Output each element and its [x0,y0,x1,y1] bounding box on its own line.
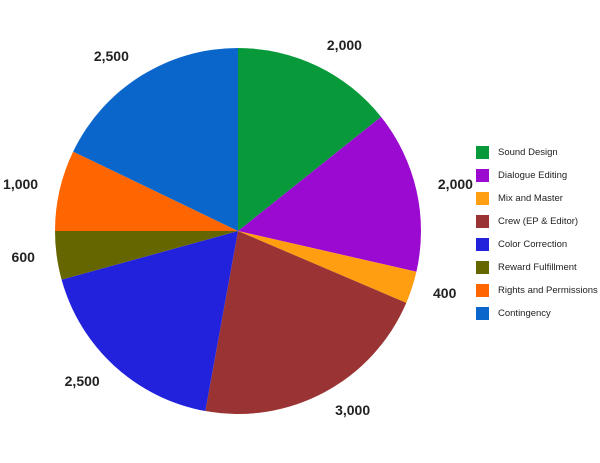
legend-item-crew-ep-editor: Crew (EP & Editor) [476,214,600,237]
pie-slice-rights-and-permissions [55,151,238,231]
legend-label: Rights and Permissions [498,285,598,296]
legend-swatch [476,215,489,228]
pie-slice-crew-ep-editor [205,231,407,415]
legend-label: Crew (EP & Editor) [498,216,579,227]
legend-swatch [476,146,489,159]
legend-swatch [476,261,489,274]
slice-value-label: 2,500 [94,48,129,64]
legend-label: Color Correction [498,239,568,250]
legend-item-sound-design: Sound Design [476,145,600,168]
legend-swatch [476,238,489,251]
slice-value-label: 2,000 [438,176,473,192]
legend-item-color-correction: Color Correction [476,237,600,260]
legend-item-reward-fulfillment: Reward Fulfillment [476,260,600,283]
pie-slice-sound-design [238,48,382,231]
pie-slice-dialogue-editing [238,116,421,272]
slice-value-label: 3,000 [335,402,370,418]
legend-label: Reward Fulfillment [498,262,577,273]
slice-value-label: 600 [12,249,36,265]
slice-value-label: 2,000 [327,37,362,53]
slice-value-label: 400 [433,285,457,301]
legend-label: Dialogue Editing [498,170,568,181]
chart-legend: Sound Design Dialogue Editing Mix and Mast… [476,145,600,329]
slice-value-label: 2,500 [65,373,100,389]
pie-slice-reward-fulfillment [55,231,238,280]
slice-value-label: 1,000 [3,176,38,192]
legend-swatch [476,307,489,320]
pie-slice-color-correction [61,231,239,412]
legend-item-contingency: Contingency [476,306,600,329]
legend-swatch [476,169,489,182]
legend-item-mix-and-master: Mix and Master [476,191,600,214]
legend-item-dialogue-editing: Dialogue Editing [476,168,600,191]
pie-slice-contingency [73,48,239,231]
pie-slice-mix-and-master [238,231,417,303]
legend-label: Mix and Master [498,193,563,204]
legend-swatch [476,284,489,297]
legend-swatch [476,192,489,205]
legend-item-rights-and-permissions: Rights and Permissions [476,283,600,306]
legend-label: Contingency [498,308,551,319]
legend-label: Sound Design [498,147,558,158]
